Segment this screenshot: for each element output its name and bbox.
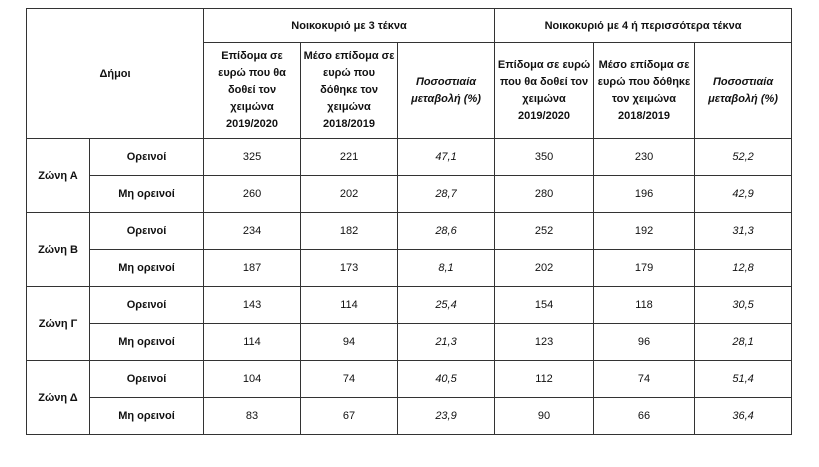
amount-cell: 118 [593, 286, 696, 324]
amount-cell: 83 [203, 397, 302, 435]
area-type-label: Ορεινοί [88, 138, 205, 176]
percent-change-cell: 28,7 [397, 175, 496, 213]
table-row: Μη ορεινοί 114 94 21,3 123 96 28,1 [27, 323, 793, 361]
area-type-label: Μη ορεινοί [88, 249, 205, 287]
percent-change-cell: 12,8 [694, 249, 793, 287]
amount-cell: 192 [593, 212, 696, 250]
percent-change-cell: 47,1 [397, 138, 496, 176]
percent-change-cell: 31,3 [694, 212, 793, 250]
table-row: Ζώνη Β Ορεινοί 234 182 28,6 252 192 31,3 [26, 212, 793, 287]
amount-cell: 202 [494, 249, 595, 287]
group-4-children-header: Νοικοκυριό με 4 ή περισσότερα τέκνα [494, 8, 793, 43]
amount-cell: 96 [593, 323, 696, 361]
table-row: Μη ορεινοί 260 202 28,7 280 196 42,9 [27, 175, 793, 213]
col-allowance-2019-2020: Επίδομα σε ευρώ που θα δοθεί τον χειμώνα… [203, 42, 302, 139]
group-3-children-header: Νοικοκυριό με 3 τέκνα [203, 8, 496, 43]
percent-change-cell: 30,5 [694, 286, 793, 324]
amount-cell: 66 [593, 397, 696, 435]
table-row: Μη ορεινοί 187 173 8,1 202 179 12,8 [27, 249, 793, 287]
zone-label: Ζώνη Α [26, 138, 90, 213]
percent-change-cell: 21,3 [397, 323, 496, 361]
amount-cell: 114 [300, 286, 399, 324]
table-body: Ζώνη Α Ορεινοί 325 221 47,1 350 230 52,2 Μη ορει… [26, 138, 793, 435]
area-type-label: Μη ορεινοί [88, 323, 205, 361]
allowance-table: Δήμοι Νοικοκυριό με 3 τέκνα Νοικοκυριό μ… [25, 8, 793, 435]
amount-cell: 179 [593, 249, 696, 287]
percent-change-cell: 23,9 [397, 397, 496, 435]
area-type-label: Μη ορεινοί [88, 397, 205, 435]
percent-change-cell: 28,1 [694, 323, 793, 361]
col-avg-allowance-2018-2019: Μέσο επίδομα σε ευρώ που δόθηκε τον χειμ… [593, 42, 696, 139]
percent-change-cell: 25,4 [397, 286, 496, 324]
amount-cell: 196 [593, 175, 696, 213]
table-row: Μη ορεινοί 83 67 23,9 90 66 36,4 [27, 397, 793, 435]
amount-cell: 187 [203, 249, 302, 287]
amount-cell: 221 [300, 138, 399, 176]
zone-label: Ζώνη Β [26, 212, 90, 287]
percent-change-cell: 52,2 [694, 138, 793, 176]
amount-cell: 280 [494, 175, 595, 213]
amount-cell: 90 [494, 397, 595, 435]
amount-cell: 260 [203, 175, 302, 213]
amount-cell: 74 [593, 360, 696, 398]
area-type-label: Ορεινοί [88, 212, 205, 250]
table-row: Ζώνη Δ Ορεινοί 104 74 40,5 112 74 51,4 [26, 360, 793, 435]
amount-cell: 182 [300, 212, 399, 250]
amount-cell: 123 [494, 323, 595, 361]
municipalities-header: Δήμοι [25, 8, 205, 139]
percent-change-cell: 42,9 [694, 175, 793, 213]
amount-cell: 252 [494, 212, 595, 250]
amount-cell: 74 [300, 360, 399, 398]
amount-cell: 173 [300, 249, 399, 287]
amount-cell: 143 [203, 286, 302, 324]
percent-change-cell: 51,4 [694, 360, 793, 398]
area-type-label: Ορεινοί [88, 360, 205, 398]
zone-label: Ζώνη Δ [26, 360, 90, 435]
amount-cell: 230 [593, 138, 696, 176]
table-row: Ζώνη Α Ορεινοί 325 221 47,1 350 230 52,2 [26, 138, 793, 213]
percent-change-cell: 36,4 [694, 397, 793, 435]
amount-cell: 114 [203, 323, 302, 361]
zone-label: Ζώνη Γ [26, 286, 90, 361]
percent-change-cell: 40,5 [397, 360, 496, 398]
amount-cell: 234 [203, 212, 302, 250]
area-type-label: Ορεινοί [88, 286, 205, 324]
percent-change-cell: 28,6 [397, 212, 496, 250]
amount-cell: 325 [203, 138, 302, 176]
col-avg-allowance-2018-2019: Μέσο επίδομα σε ευρώ που δόθηκε τον χειμ… [300, 42, 399, 139]
col-percent-change: Ποσοστιαία μεταβολή (%) [397, 42, 496, 139]
percent-change-cell: 8,1 [397, 249, 496, 287]
col-allowance-2019-2020: Επίδομα σε ευρώ που θα δοθεί τον χειμώνα… [494, 42, 595, 139]
amount-cell: 94 [300, 323, 399, 361]
amount-cell: 350 [494, 138, 595, 176]
col-percent-change: Ποσοστιαία μεταβολή (%) [694, 42, 793, 139]
amount-cell: 112 [494, 360, 595, 398]
amount-cell: 104 [203, 360, 302, 398]
table-row: Ζώνη Γ Ορεινοί 143 114 25,4 154 118 30,5 [26, 286, 793, 361]
amount-cell: 67 [300, 397, 399, 435]
amount-cell: 154 [494, 286, 595, 324]
area-type-label: Μη ορεινοί [88, 175, 205, 213]
amount-cell: 202 [300, 175, 399, 213]
